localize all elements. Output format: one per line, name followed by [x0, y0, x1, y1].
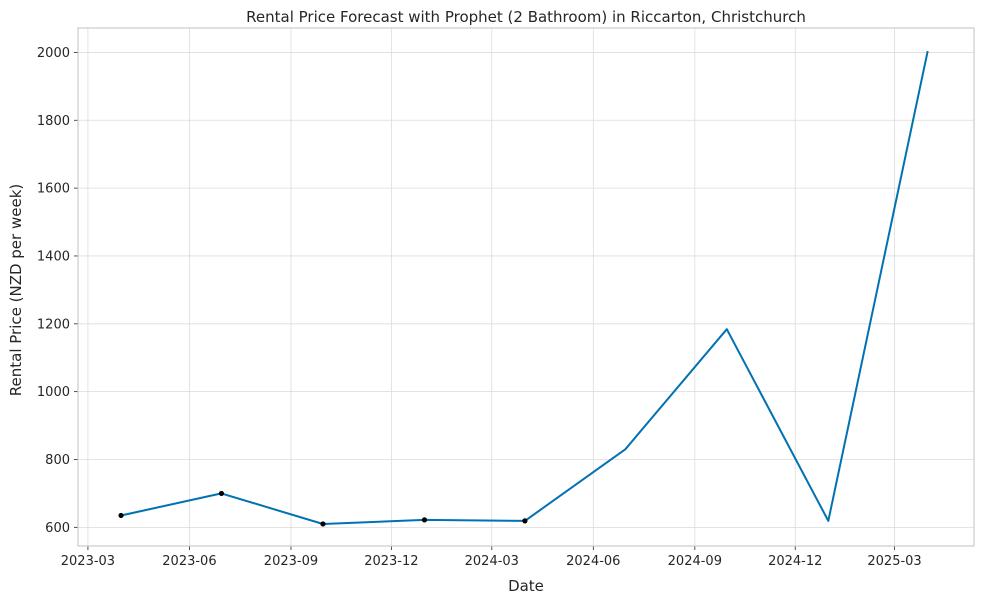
x-tick-label: 2024-03 [465, 554, 519, 569]
x-tick-label: 2023-06 [162, 554, 216, 569]
y-tick-label: 1600 [37, 182, 70, 197]
x-axis-label: Date [508, 577, 544, 595]
y-tick-label: 800 [45, 453, 70, 468]
observed-point [218, 490, 225, 497]
y-tick-label: 600 [45, 521, 70, 536]
forecast-line [120, 50, 929, 525]
x-axis-ticks: 2023-03 2023-06 2023-09 2023-12 2024-03 2024-… [61, 546, 922, 569]
plot-frame [77, 27, 975, 547]
x-tick-label: 2025-03 [867, 554, 921, 569]
chart-title: Rental Price Forecast with Prophet (2 Ba… [246, 8, 806, 26]
y-axis-label: Rental Price (NZD per week) [7, 184, 25, 396]
y-tick-label: 1400 [37, 249, 70, 264]
plot-series [118, 50, 929, 527]
x-tick-label: 2024-12 [768, 554, 822, 569]
y-tick-label: 1000 [37, 385, 70, 400]
observed-point [421, 517, 428, 523]
observed-point [522, 518, 528, 524]
observed-point [320, 521, 326, 527]
y-axis-ticks: 600 800 1000 1200 1400 1600 1800 2000 [37, 46, 78, 536]
x-tick-label: 2024-09 [668, 554, 722, 569]
grid [78, 28, 974, 546]
y-tick-label: 1800 [37, 114, 70, 129]
x-tick-label: 2024-06 [566, 554, 620, 569]
x-tick-label: 2023-03 [61, 554, 115, 569]
y-tick-label: 2000 [37, 46, 70, 61]
x-tick-label: 2023-09 [264, 554, 318, 569]
x-tick-label: 2023-12 [364, 554, 418, 569]
observed-point [118, 512, 124, 519]
y-tick-label: 1200 [37, 317, 70, 332]
